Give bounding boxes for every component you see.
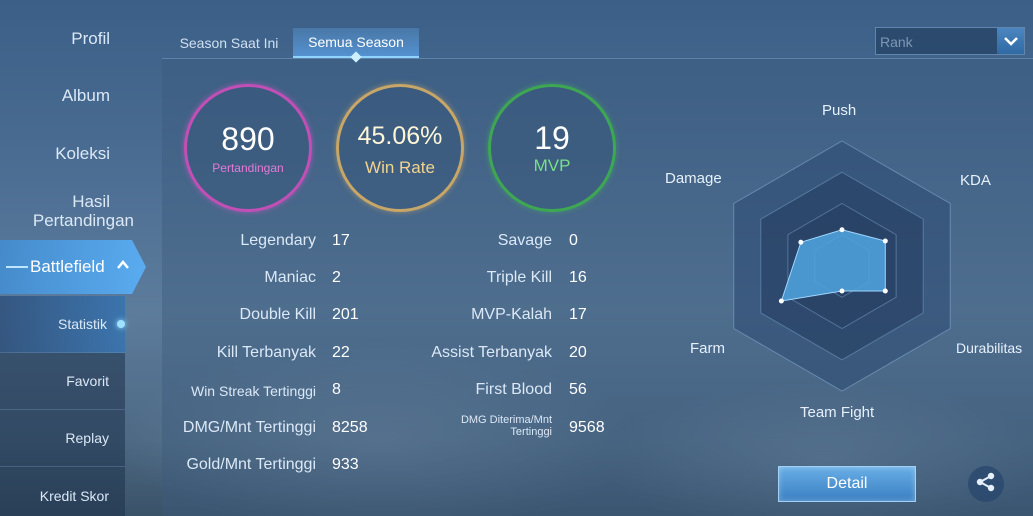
radar-label-farm: Farm xyxy=(690,340,725,357)
stat-label-dmg-diterima: DMG Diterima/Mnt Tertinggi xyxy=(460,414,552,438)
matches-count: 890 xyxy=(221,121,275,157)
stat-value-dmg-mnt: 8258 xyxy=(332,419,368,436)
active-indicator-icon xyxy=(117,320,125,328)
share-button[interactable] xyxy=(968,466,1004,502)
radar-point-push xyxy=(839,227,845,233)
mvp-ring: 19 MVP xyxy=(488,84,616,212)
winrate-label: Win Rate xyxy=(365,158,435,177)
radar-point-kda xyxy=(882,238,888,244)
winrate-value: 45.06% xyxy=(357,122,443,150)
sidebar-item-battlefield[interactable]: Battlefield xyxy=(0,240,146,294)
stat-label-kill-terbanyak: Kill Terbanyak xyxy=(216,344,316,361)
submenu-item-statistik[interactable]: Statistik xyxy=(0,296,125,353)
mvp-label: MVP xyxy=(533,156,571,175)
stat-label-savage: Savage xyxy=(497,232,552,249)
radar-point-durabilitas xyxy=(882,288,888,294)
stat-value-first-blood: 56 xyxy=(569,381,587,398)
chevron-down-icon[interactable] xyxy=(997,28,1024,54)
sidebar-item-label: Hasil xyxy=(72,192,110,211)
matches-label: Pertandingan xyxy=(212,161,284,175)
stat-label-win-streak: Win Streak Tertinggi xyxy=(190,383,316,399)
tab-season-saat-ini[interactable]: Season Saat Ini xyxy=(179,35,279,51)
radar-label-durabilitas: Durabilitas xyxy=(956,340,1023,356)
stat-value-dmg-diterima: 9568 xyxy=(569,419,605,436)
sidebar-item-label-line2: Pertandingan xyxy=(32,211,134,230)
battlefield-submenu: Statistik Favorit Replay Kredit Skor xyxy=(0,296,125,516)
stat-value-kill-terbanyak: 22 xyxy=(332,344,350,361)
sidebar-item-koleksi[interactable]: Koleksi xyxy=(55,144,110,163)
stat-label-legendary: Legendary xyxy=(240,232,316,249)
sidebar-item-profil[interactable]: Profil xyxy=(71,29,110,48)
radar-point-team-fight xyxy=(839,288,845,294)
stat-label-assist-terbanyak: Assist Terbanyak xyxy=(431,344,552,361)
stat-value-double-kill: 201 xyxy=(332,306,359,323)
stat-label-triple-kill: Triple Kill xyxy=(486,269,552,286)
radar-label-team-fight: Team Fight xyxy=(800,404,875,421)
stat-value-win-streak: 8 xyxy=(332,381,341,398)
stat-label-double-kill: Double Kill xyxy=(239,306,316,323)
sidebar-item-hasil-pertandingan[interactable]: Hasil Pertandingan xyxy=(33,192,134,230)
stat-label-first-blood: First Blood xyxy=(475,381,552,398)
submenu-item-kredit-skor[interactable]: Kredit Skor xyxy=(39,487,109,504)
winrate-ring: 45.06% Win Rate xyxy=(336,84,464,212)
stat-label-maniac: Maniac xyxy=(264,269,316,286)
mode-select-value: Rank xyxy=(880,34,913,50)
performance-radar: Push KDA Durabilitas Team Fight Farm Dam… xyxy=(660,90,1033,430)
tab-semua-season[interactable]: Semua Season xyxy=(293,28,419,63)
stat-value-assist-terbanyak: 20 xyxy=(569,344,587,361)
stat-value-triple-kill: 16 xyxy=(569,269,587,286)
stat-label-gold-mnt: Gold/Mnt Tertinggi xyxy=(186,456,316,473)
radar-point-farm xyxy=(778,298,784,304)
radar-label-damage: Damage xyxy=(665,170,722,187)
chevron-up-icon xyxy=(116,258,130,274)
submenu-item-favorit[interactable]: Favorit xyxy=(0,353,125,410)
decorative-line xyxy=(6,266,28,268)
detail-button[interactable]: Detail xyxy=(778,466,916,502)
share-icon xyxy=(975,471,997,498)
submenu-item-replay[interactable]: Replay xyxy=(0,410,125,467)
radar-label-push: Push xyxy=(822,102,857,119)
mode-select[interactable]: Rank xyxy=(875,27,1025,55)
sidebar: Profil Album Koleksi Hasil Pertandingan … xyxy=(0,0,150,516)
stat-value-gold-mnt: 933 xyxy=(332,456,359,473)
sidebar-item-label: Battlefield xyxy=(30,257,105,276)
stat-value-savage: 0 xyxy=(569,232,578,249)
mvp-count: 19 xyxy=(534,120,570,156)
sidebar-item-album[interactable]: Album xyxy=(61,86,110,105)
radar-point-damage xyxy=(798,239,804,245)
stat-label-mvp-kalah: MVP-Kalah xyxy=(471,306,552,323)
background-cloud xyxy=(120,340,640,516)
stat-value-legendary: 17 xyxy=(332,232,350,249)
matches-ring: 890 Pertandingan xyxy=(184,84,312,212)
stat-value-maniac: 2 xyxy=(332,269,341,286)
stat-value-mvp-kalah: 17 xyxy=(569,306,587,323)
radar-label-kda: KDA xyxy=(960,172,991,189)
radar-chart xyxy=(733,140,951,392)
stat-label-dmg-mnt: DMG/Mnt Tertinggi xyxy=(182,419,316,436)
